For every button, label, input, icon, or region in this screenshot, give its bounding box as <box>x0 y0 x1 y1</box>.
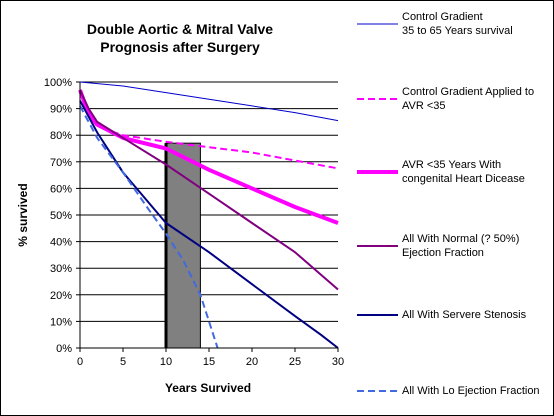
x-tick-label: 0 <box>77 356 83 368</box>
y-tick-label: 20% <box>50 290 72 302</box>
series-layer <box>78 81 339 349</box>
shaded-interval-bar <box>165 142 201 349</box>
x-tick-label: 5 <box>120 356 126 368</box>
y-tick-label: 0% <box>56 343 72 355</box>
legend-label-line: All With Servere Stenosis <box>402 309 527 321</box>
series-line-2 <box>79 89 339 170</box>
legend-label-4: All With Normal (? 50%) Ejection Fraction <box>402 232 519 260</box>
chart-title-line-1: Double Aortic & Mitral Valve <box>87 21 273 37</box>
y-tick-label: 80% <box>50 130 72 142</box>
legend-label-line: All With Normal (? 50%) <box>402 233 520 245</box>
legend-label-line: All With Lo Ejection Fraction <box>402 385 540 397</box>
y-tick-label: 60% <box>50 183 72 195</box>
annotation-layer <box>164 142 201 349</box>
legend-label-line: Ejection Fraction <box>402 247 484 259</box>
legend-label-line: AVR <35 <box>402 100 446 112</box>
legend-label-3: AVR <35 Years With congenital Heart Dicea… <box>402 158 525 186</box>
y-tick-label: 10% <box>50 316 72 328</box>
legend-label-line: 35 to 65 Years survival <box>402 25 513 37</box>
gridlines <box>80 81 338 322</box>
series-line-5 <box>79 100 339 349</box>
legend-label-line: AVR <35 Years With <box>402 159 502 171</box>
series-line-3 <box>78 89 339 225</box>
legend <box>357 23 398 392</box>
y-tick-label: 70% <box>50 157 72 169</box>
x-tick-label: 10 <box>160 356 172 368</box>
chart-title-line-2: Prognosis after Surgery <box>100 39 260 55</box>
y-tick-label: 50% <box>50 210 72 222</box>
series-line-6 <box>79 105 219 349</box>
x-axis-label: Years Survived <box>165 381 251 395</box>
x-tick-label: 30 <box>332 356 344 368</box>
legend-label-line: Control Gradient Applied to <box>402 86 535 98</box>
y-tick-label: 30% <box>50 263 72 275</box>
series-line-4 <box>79 89 339 291</box>
x-tick-label: 20 <box>246 356 258 368</box>
legend-label-5: All With Servere Stenosis <box>402 308 526 322</box>
x-tick-label: 15 <box>203 356 215 368</box>
y-axis-label: % survived <box>16 183 30 246</box>
axes: 0% 10% 20% 30% 40% 50% 60% 70% 80% 90% 100% 0 5 10 15 2… <box>44 77 344 368</box>
x-tick-label: 25 <box>289 356 301 368</box>
series-line-1 <box>79 81 339 122</box>
legend-label-2: Control Gradient Applied to AVR <35 <box>402 85 534 113</box>
legend-label-line: congenital Heart Dicease <box>402 173 525 185</box>
y-tick-label: 100% <box>44 77 72 89</box>
y-tick-label: 90% <box>50 104 72 116</box>
legend-label-1: Control Gradient 35 to 65 Years survival <box>402 10 513 38</box>
legend-label-line: Control Gradient <box>402 11 483 23</box>
y-tick-label: 40% <box>50 237 72 249</box>
legend-label-6: All With Lo Ejection Fraction <box>402 384 540 398</box>
